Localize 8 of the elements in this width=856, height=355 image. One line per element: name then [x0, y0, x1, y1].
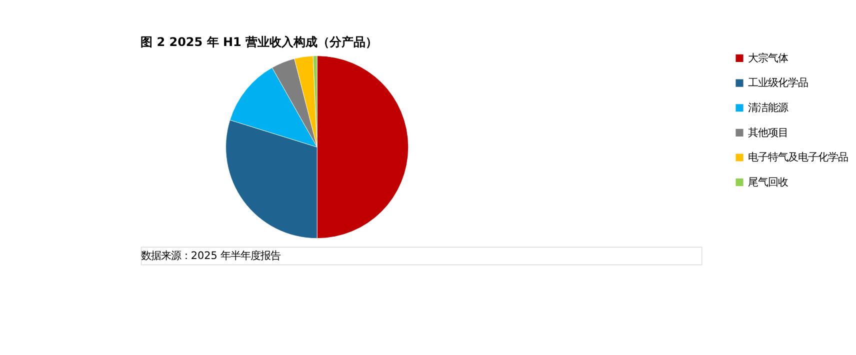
legend-label: 其他项目	[748, 126, 788, 139]
legend-label: 电子特气及电子化学品	[748, 152, 848, 164]
legend-label: 工业级化学品	[748, 77, 808, 90]
source-note: 数据来源：2025 年半年度报告	[140, 250, 281, 262]
chart-title: 图 2 2025 年 H1 营业收入构成（分产品）	[140, 34, 378, 49]
legend-label: 清洁能源	[748, 102, 788, 114]
legend-label: 尾气回收	[748, 176, 788, 189]
legend-label: 大宗气体	[748, 52, 788, 64]
